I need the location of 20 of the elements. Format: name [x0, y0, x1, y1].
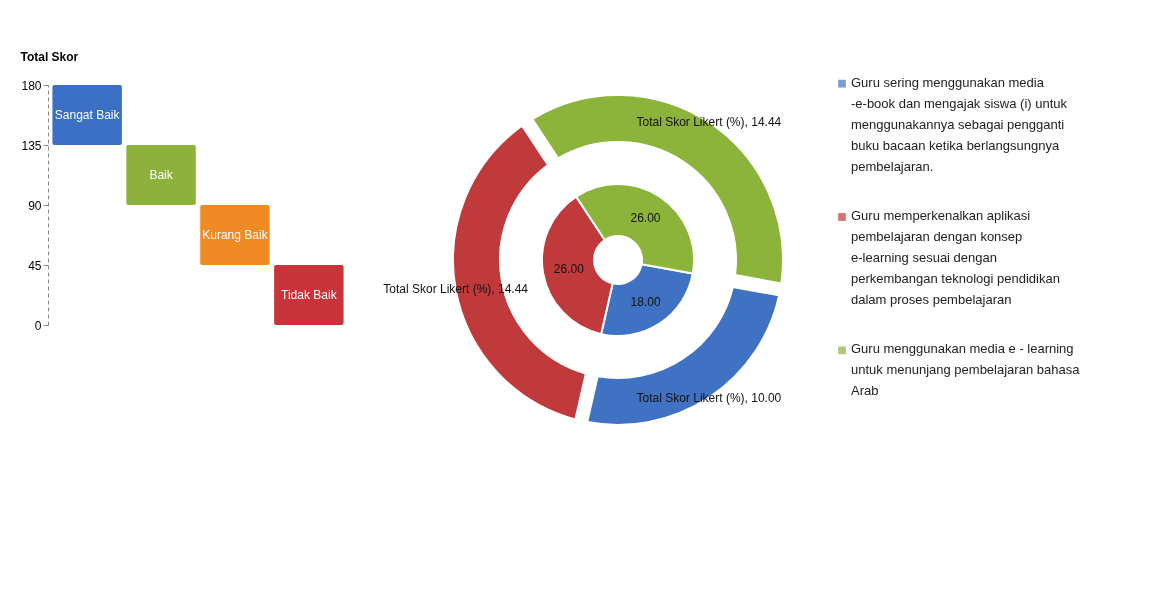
y-tick-label: 90	[28, 198, 42, 213]
bar	[52, 85, 122, 145]
y-tick-label: 0	[34, 318, 42, 333]
legend-label: Guru sering menggunakan media -e-book dan mengajak siswa (i) untuk menggunakannya sebagai pengganti buku bacaan ketika berlangsungnya pembelajaran.	[851, 74, 1068, 174]
legend-label: Guru menggunakan media e - learning untuk menunjang pembelajaran bahasa Arab	[851, 341, 1081, 399]
y-tick-label: 45	[28, 258, 42, 273]
x-tick-label: Kurang Baik	[202, 228, 269, 242]
x-tick-label: Baik	[149, 168, 174, 182]
data-label: 26.00	[553, 261, 585, 276]
y-tick-label: 135	[21, 138, 42, 153]
data-label: 26.00	[630, 211, 661, 226]
y-tick-label: 180	[21, 78, 42, 93]
bar	[200, 205, 270, 265]
bar	[126, 145, 196, 205]
x-tick-label: Tidak Baik	[281, 288, 338, 302]
legend-label: Guru memperkenalkan aplikasi pembelajaran dengan konsep e-learning sesuai dengan perkembangan teknologi pendidikan dalam proses pembelajaran	[851, 208, 1060, 307]
x-tick-label: Sangat Baik	[54, 108, 121, 122]
bar	[274, 265, 344, 325]
y-axis-title: Total Skor	[20, 49, 79, 64]
data-label: 18.00	[630, 294, 661, 309]
